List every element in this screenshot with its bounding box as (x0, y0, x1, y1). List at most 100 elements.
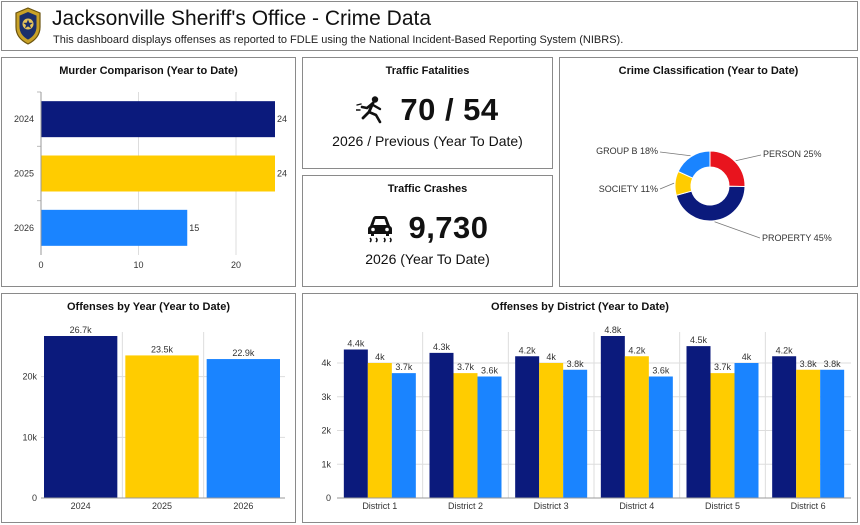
donut-slice-person (709, 150, 746, 188)
slice-label: PERSON 25% (763, 149, 822, 159)
data-label: 3.8k (824, 359, 842, 369)
bar-district-6-series-2 (796, 369, 821, 498)
data-label: 3.8k (567, 359, 585, 369)
slice-label: SOCIETY 11% (599, 184, 658, 194)
leader-line (659, 151, 691, 157)
crime-classification-donut-chart[interactable]: PERSON 25% PROPERTY 45% SOCIETY 11% GROUP B… (560, 58, 857, 286)
data-label: 3.6k (481, 366, 499, 376)
y-tick-label: 20k (22, 372, 37, 382)
data-label: 22.9k (232, 348, 255, 358)
car-skid-icon (368, 216, 393, 243)
bar-2024 (44, 336, 118, 498)
y-tick-label: 3k (321, 392, 331, 402)
data-label: 4k (546, 352, 556, 362)
data-label: 4.2k (519, 345, 537, 355)
data-label: 3.7k (714, 362, 732, 372)
data-label: 4.4k (347, 339, 365, 349)
bar-district-3-series-3 (563, 369, 588, 498)
traffic-crashes-panel[interactable]: Traffic Crashes 9,730 2026 (Year To Date… (302, 175, 553, 287)
donut-slice-property (675, 185, 746, 222)
bar-2025 (125, 355, 199, 498)
x-tick-label: 2025 (152, 501, 172, 511)
leader-line (714, 221, 761, 239)
data-label: 23.5k (151, 344, 174, 354)
traffic-fatalities-panel[interactable]: Traffic Fatalities 70 / 54 2026 / Previo… (302, 57, 553, 169)
bar-district-5-series-2 (710, 373, 735, 498)
data-label: 4.3k (433, 342, 451, 352)
bar-district-5-series-1 (686, 346, 711, 498)
x-tick-label: 20 (231, 260, 241, 270)
y-tick-label: 2024 (14, 114, 34, 124)
data-label: 15 (189, 223, 199, 233)
x-tick-label: District 1 (362, 501, 397, 511)
offenses-by-district-title: Offenses by District (Year to Date) (491, 301, 669, 313)
x-tick-label: District 6 (791, 501, 826, 511)
x-tick-label: District 2 (448, 501, 483, 511)
leader-line (659, 182, 675, 190)
data-label: 4k (742, 352, 752, 362)
slice-label: GROUP B 18% (596, 146, 658, 156)
leader-line (735, 154, 762, 162)
page-subtitle: This dashboard displays offenses as repo… (53, 34, 624, 46)
offenses-by-year-panel[interactable]: Offenses by Year (Year to Date) 0 10k 20k 2… (1, 293, 296, 523)
offenses-by-district-panel[interactable]: Offenses by District (Year to Date) 0 1k 2… (302, 293, 858, 523)
bar-2026 (41, 209, 188, 246)
bar-district-5-series-3 (734, 363, 759, 498)
page-title: Jacksonville Sheriff's Office - Crime Da… (52, 7, 432, 30)
bar-district-3-series-2 (539, 363, 564, 498)
data-label: 4.2k (776, 345, 794, 355)
traffic-fatalities-title: Traffic Fatalities (385, 65, 470, 77)
x-tick-label: District 5 (705, 501, 740, 511)
y-tick-label: 2k (321, 426, 331, 436)
data-label: 3.6k (652, 366, 670, 376)
bar-district-2-series-1 (429, 352, 454, 498)
data-label: 3.7k (395, 362, 413, 372)
x-tick-label: 10 (133, 260, 143, 270)
pedestrian-hit-icon (356, 96, 382, 124)
bar-2025 (41, 155, 275, 192)
bar-district-1-series-3 (391, 373, 416, 498)
offenses-by-district-chart[interactable]: 0 1k 2k 3k 4k 4.4k 4k 3.7k District 1 4.3k 3.7k 3.6… (303, 294, 857, 522)
y-tick-label: 2025 (14, 169, 34, 179)
x-tick-label: 2026 (233, 501, 253, 511)
traffic-crashes-title: Traffic Crashes (387, 183, 468, 195)
bar-district-1-series-2 (367, 363, 392, 498)
murder-comparison-title: Murder Comparison (Year to Date) (59, 65, 238, 77)
dashboard-header: Jacksonville Sheriff's Office - Crime Da… (1, 1, 858, 51)
offenses-by-year-title: Offenses by Year (Year to Date) (66, 301, 231, 313)
data-label: 26.7k (70, 325, 93, 335)
bar-district-6-series-3 (820, 369, 845, 498)
data-label: 4.5k (690, 335, 708, 345)
slice-label: PROPERTY 45% (762, 233, 832, 243)
bar-district-4-series-3 (648, 376, 673, 498)
bar-district-3-series-1 (515, 356, 540, 498)
data-label: 24 (277, 114, 287, 124)
bar-district-6-series-1 (772, 356, 797, 498)
traffic-fatalities-caption: 2026 / Previous (Year To Date) (332, 133, 523, 149)
x-tick-label: District 4 (619, 501, 654, 511)
murder-comparison-panel[interactable]: Murder Comparison (Year to Date) 0 10 20 24… (1, 57, 296, 287)
data-label: 3.8k (800, 359, 818, 369)
bar-district-2-series-3 (477, 376, 502, 498)
data-label: 4.8k (604, 325, 622, 335)
traffic-crashes-caption: 2026 (Year To Date) (365, 251, 490, 267)
offenses-by-year-chart[interactable]: 0 10k 20k 26.7k 2024 23.5k 2025 22.9k 2026 (2, 294, 295, 522)
bar-district-4-series-2 (624, 356, 649, 498)
bar-2024 (41, 101, 275, 138)
traffic-fatalities-value: 70 / 54 (400, 92, 499, 127)
y-tick-label: 2026 (14, 223, 34, 233)
crime-classification-panel[interactable]: Crime Classification (Year to Date) PERS… (559, 57, 858, 287)
data-label: 24 (277, 169, 287, 179)
data-label: 3.7k (457, 362, 475, 372)
crime-classification-title: Crime Classification (Year to Date) (618, 65, 799, 77)
x-tick-label: District 3 (534, 501, 569, 511)
donut-slice-group (677, 150, 711, 179)
sheriff-badge-logo (15, 7, 41, 45)
data-label: 4k (375, 352, 385, 362)
x-tick-label: 0 (38, 260, 43, 270)
x-tick-label: 2024 (71, 501, 91, 511)
y-tick-label: 1k (321, 459, 331, 469)
bar-district-2-series-2 (453, 373, 478, 498)
y-tick-label: 4k (321, 358, 331, 368)
